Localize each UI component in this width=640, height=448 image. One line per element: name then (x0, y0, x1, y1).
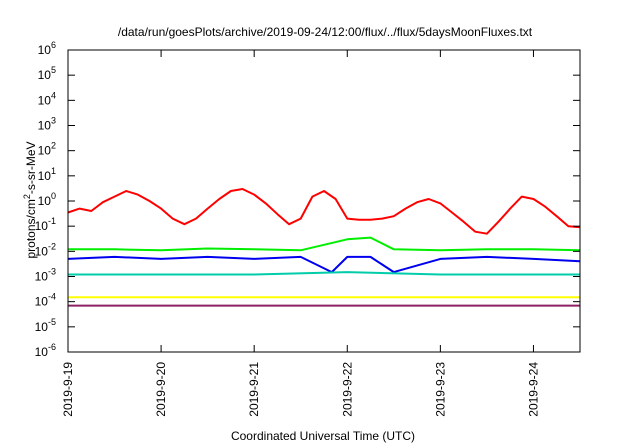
y-tick-label-exp: 6 (51, 40, 56, 50)
x-tick-label: 2019-9-24 (526, 362, 540, 417)
x-tick-label: 2019-9-20 (154, 362, 168, 417)
y-tick-label-base: 10 (38, 144, 52, 158)
y-tick-label: 10-5 (35, 317, 56, 334)
y-tick-label-exp: 1 (51, 166, 56, 176)
y-tick-label-exp: -6 (48, 342, 56, 352)
x-tick-label: 2019-9-19 (61, 362, 75, 417)
y-tick-label: 104 (38, 90, 56, 107)
y-tick-label: 10-1 (35, 216, 56, 233)
y-tick-label-base: 10 (38, 194, 52, 208)
x-axis-label: Coordinated Universal Time (UTC) (231, 429, 415, 443)
y-tick-label: 103 (38, 116, 56, 133)
y-axis-label-post: -s-sr-MeV (24, 141, 38, 194)
y-tick-label: 105 (38, 65, 56, 82)
svg-text:protons/cm2-s-sr-MeV: protons/cm2-s-sr-MeV (22, 141, 38, 258)
y-tick-label: 10-2 (35, 241, 56, 258)
y-tick-label: 106 (38, 40, 56, 57)
y-tick-label-exp: 5 (51, 65, 56, 75)
x-tick-label: 2019-9-23 (433, 362, 447, 417)
y-tick-label-base: 10 (38, 119, 52, 133)
y-axis-label: protons/cm2-s-sr-MeV (22, 141, 38, 258)
y-tick-label: 102 (38, 141, 56, 158)
y-tick-label-base: 10 (35, 320, 49, 334)
x-tick-label: 2019-9-21 (247, 362, 261, 417)
y-tick-label-exp: 2 (51, 141, 56, 151)
y-tick-label-base: 10 (35, 295, 49, 309)
y-tick-label-base: 10 (38, 68, 52, 82)
y-tick-label-exp: 4 (51, 90, 56, 100)
y-tick-label-base: 10 (35, 345, 49, 359)
y-tick-label-base: 10 (38, 169, 52, 183)
y-axis-ticks: 10-610-510-410-310-210-11001011021031041… (35, 40, 580, 359)
y-axis-label-pre: protons/cm (24, 199, 38, 258)
y-tick-label-base: 10 (35, 219, 49, 233)
series-line-3 (67, 255, 581, 274)
y-tick-label-base: 10 (35, 244, 49, 258)
x-axis-ticks: 2019-9-19 2019-9-20 2019-9-21 2019-9-22 2019… (61, 50, 540, 417)
y-tick-label: 10-3 (35, 267, 56, 284)
y-tick-label: 100 (38, 191, 56, 208)
y-axis-label-sup: 2 (22, 194, 32, 199)
y-tick-label: 10-6 (35, 342, 56, 359)
series-line-4 (68, 271, 580, 276)
y-tick-label-base: 10 (35, 270, 49, 284)
y-tick-label-exp: 0 (51, 191, 56, 201)
y-tick-label-exp: -3 (48, 267, 56, 277)
y-tick-label-exp: -5 (48, 317, 56, 327)
y-tick-label-base: 10 (38, 43, 52, 57)
y-tick-label-exp: -1 (48, 216, 56, 226)
y-tick-label-exp: 3 (51, 116, 56, 126)
y-tick-label-base: 10 (38, 93, 52, 107)
y-tick-label: 10-4 (35, 292, 56, 309)
plot-frame (67, 49, 581, 353)
y-tick-label: 101 (38, 166, 56, 183)
x-tick-label: 2019-9-22 (340, 362, 354, 417)
y-tick-label-exp: -4 (48, 292, 56, 302)
y-tick-label-exp: -2 (48, 241, 56, 251)
series-group (67, 188, 581, 307)
series-line-1 (67, 188, 581, 235)
chart-title: /data/run/goesPlots/archive/2019-09-24/1… (118, 25, 533, 39)
series-line-2 (68, 236, 581, 252)
